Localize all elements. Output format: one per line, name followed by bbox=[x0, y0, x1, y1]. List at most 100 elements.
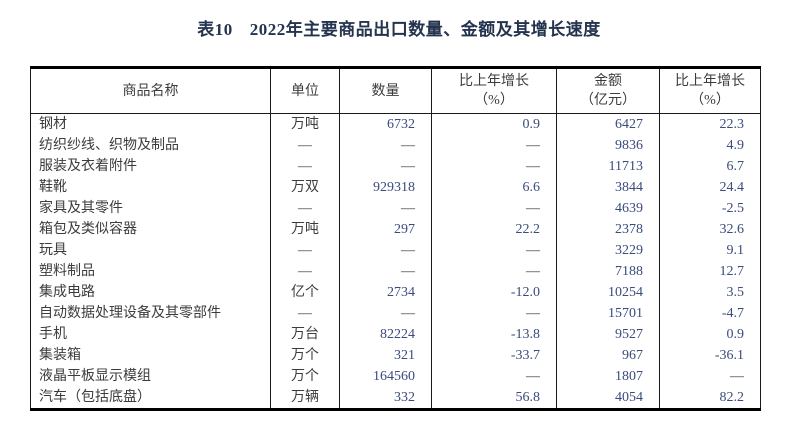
cell-value-growth: -2.5 bbox=[659, 198, 761, 219]
cell-value: 4639 bbox=[556, 198, 660, 219]
cell-value-growth: 22.3 bbox=[659, 113, 761, 135]
cell-quantity: 2734 bbox=[339, 282, 432, 303]
cell-value: 4054 bbox=[556, 387, 660, 410]
cell-value: 9527 bbox=[556, 324, 660, 345]
cell-value-growth: -4.7 bbox=[659, 303, 761, 324]
cell-unit: 万个 bbox=[270, 345, 340, 366]
cell-unit: — bbox=[270, 303, 340, 324]
cell-unit: 万辆 bbox=[270, 387, 340, 410]
cell-unit: — bbox=[270, 240, 340, 261]
cell-quantity: 164560 bbox=[339, 366, 432, 387]
cell-quantity: — bbox=[339, 303, 432, 324]
cell-unit: 万台 bbox=[270, 324, 340, 345]
cell-quantity: 929318 bbox=[339, 177, 432, 198]
cell-quantity: — bbox=[339, 156, 432, 177]
cell-commodity-name: 纺织纱线、织物及制品 bbox=[30, 135, 271, 156]
cell-commodity-name: 液晶平板显示模组 bbox=[30, 366, 271, 387]
cell-unit: — bbox=[270, 198, 340, 219]
cell-value-growth: 3.5 bbox=[659, 282, 761, 303]
cell-value: 9836 bbox=[556, 135, 660, 156]
table-title-text: 2022年主要商品出口数量、金额及其增长速度 bbox=[249, 20, 601, 39]
cell-quantity-growth: 22.2 bbox=[431, 219, 557, 240]
cell-commodity-name: 集装箱 bbox=[30, 345, 271, 366]
header-quantity: 数量 bbox=[339, 67, 432, 114]
cell-quantity: 332 bbox=[339, 387, 432, 410]
table-row: 自动数据处理设备及其零部件 — — — 15701 -4.7 bbox=[30, 303, 761, 324]
cell-quantity-growth: 56.8 bbox=[431, 387, 557, 410]
cell-value-growth: — bbox=[659, 366, 761, 387]
cell-value: 1807 bbox=[556, 366, 660, 387]
header-row: 商品名称 单位 数量 比上年增长 （%） 金额 （亿元） 比上年增长 （%） bbox=[30, 67, 761, 114]
table-row: 汽车（包括底盘） 万辆 332 56.8 4054 82.2 bbox=[30, 387, 761, 410]
cell-quantity: — bbox=[339, 240, 432, 261]
cell-value: 6427 bbox=[556, 113, 660, 135]
cell-unit: — bbox=[270, 261, 340, 282]
header-unit: 单位 bbox=[270, 67, 340, 114]
table-row: 纺织纱线、织物及制品 — — — 9836 4.9 bbox=[30, 135, 761, 156]
cell-quantity: 6732 bbox=[339, 113, 432, 135]
cell-commodity-name: 服装及衣着附件 bbox=[30, 156, 271, 177]
cell-quantity-growth: — bbox=[431, 240, 557, 261]
cell-commodity-name: 汽车（包括底盘） bbox=[30, 387, 271, 410]
cell-quantity-growth: -13.8 bbox=[431, 324, 557, 345]
cell-quantity-growth: — bbox=[431, 198, 557, 219]
cell-value-growth: 6.7 bbox=[659, 156, 761, 177]
cell-value-growth: 9.1 bbox=[659, 240, 761, 261]
table-row: 服装及衣着附件 — — — 11713 6.7 bbox=[30, 156, 761, 177]
cell-unit: 万吨 bbox=[270, 219, 340, 240]
cell-value: 3844 bbox=[556, 177, 660, 198]
table-row: 鞋靴 万双 929318 6.6 3844 24.4 bbox=[30, 177, 761, 198]
cell-quantity: — bbox=[339, 198, 432, 219]
cell-value: 2378 bbox=[556, 219, 660, 240]
header-value-growth: 比上年增长 （%） bbox=[659, 67, 761, 114]
cell-commodity-name: 箱包及类似容器 bbox=[30, 219, 271, 240]
cell-quantity-growth: 0.9 bbox=[431, 113, 557, 135]
cell-quantity: 82224 bbox=[339, 324, 432, 345]
cell-value: 15701 bbox=[556, 303, 660, 324]
cell-quantity: 297 bbox=[339, 219, 432, 240]
cell-commodity-name: 钢材 bbox=[30, 113, 271, 135]
cell-value-growth: 4.9 bbox=[659, 135, 761, 156]
cell-commodity-name: 手机 bbox=[30, 324, 271, 345]
cell-value-growth: 0.9 bbox=[659, 324, 761, 345]
cell-value-growth: 12.7 bbox=[659, 261, 761, 282]
table-row: 塑料制品 — — — 7188 12.7 bbox=[30, 261, 761, 282]
cell-quantity: — bbox=[339, 135, 432, 156]
table-row: 手机 万台 82224 -13.8 9527 0.9 bbox=[30, 324, 761, 345]
header-value: 金额 （亿元） bbox=[556, 67, 660, 114]
table-body: 钢材 万吨 6732 0.9 6427 22.3 纺织纱线、织物及制品 — — … bbox=[30, 113, 761, 410]
cell-value-growth: 24.4 bbox=[659, 177, 761, 198]
cell-unit: 亿个 bbox=[270, 282, 340, 303]
header-commodity-name: 商品名称 bbox=[30, 67, 271, 114]
table-row: 液晶平板显示模组 万个 164560 — 1807 — bbox=[30, 366, 761, 387]
cell-value: 967 bbox=[556, 345, 660, 366]
table-header: 商品名称 单位 数量 比上年增长 （%） 金额 （亿元） 比上年增长 （%） bbox=[30, 67, 761, 114]
cell-quantity: — bbox=[339, 261, 432, 282]
cell-quantity-growth: — bbox=[431, 261, 557, 282]
table-row: 玩具 — — — 3229 9.1 bbox=[30, 240, 761, 261]
table-row: 集成电路 亿个 2734 -12.0 10254 3.5 bbox=[30, 282, 761, 303]
cell-commodity-name: 集成电路 bbox=[30, 282, 271, 303]
cell-unit: 万吨 bbox=[270, 113, 340, 135]
cell-value: 10254 bbox=[556, 282, 660, 303]
cell-commodity-name: 玩具 bbox=[30, 240, 271, 261]
header-quantity-growth: 比上年增长 （%） bbox=[431, 67, 557, 114]
cell-value-growth: 82.2 bbox=[659, 387, 761, 410]
table-row: 箱包及类似容器 万吨 297 22.2 2378 32.6 bbox=[30, 219, 761, 240]
cell-quantity-growth: — bbox=[431, 135, 557, 156]
cell-quantity-growth: -33.7 bbox=[431, 345, 557, 366]
cell-unit: — bbox=[270, 135, 340, 156]
cell-quantity-growth: — bbox=[431, 303, 557, 324]
table-row: 集装箱 万个 321 -33.7 967 -36.1 bbox=[30, 345, 761, 366]
cell-unit: 万双 bbox=[270, 177, 340, 198]
cell-commodity-name: 自动数据处理设备及其零部件 bbox=[30, 303, 271, 324]
cell-quantity-growth: — bbox=[431, 366, 557, 387]
cell-quantity: 321 bbox=[339, 345, 432, 366]
cell-value-growth: -36.1 bbox=[659, 345, 761, 366]
cell-value-growth: 32.6 bbox=[659, 219, 761, 240]
cell-commodity-name: 塑料制品 bbox=[30, 261, 271, 282]
table-row: 钢材 万吨 6732 0.9 6427 22.3 bbox=[30, 113, 761, 135]
cell-quantity-growth: 6.6 bbox=[431, 177, 557, 198]
cell-value: 11713 bbox=[556, 156, 660, 177]
